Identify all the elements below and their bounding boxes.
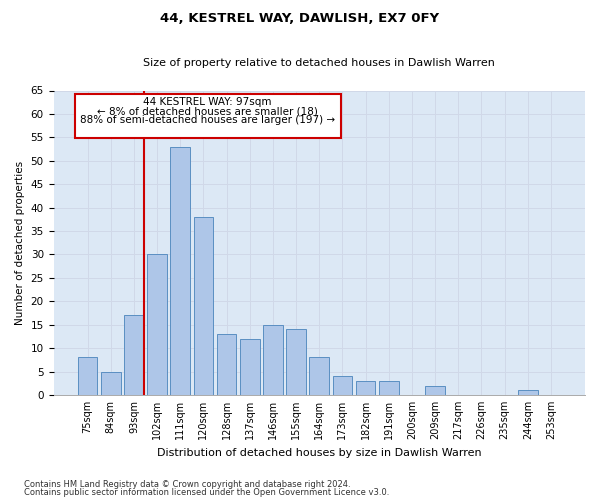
Bar bbox=[217, 334, 236, 395]
Text: 44 KESTREL WAY: 97sqm: 44 KESTREL WAY: 97sqm bbox=[143, 97, 272, 107]
Bar bbox=[77, 358, 97, 395]
Bar bbox=[425, 386, 445, 395]
Y-axis label: Number of detached properties: Number of detached properties bbox=[15, 160, 25, 325]
Text: 88% of semi-detached houses are larger (197) →: 88% of semi-detached houses are larger (… bbox=[80, 116, 335, 126]
Text: Contains public sector information licensed under the Open Government Licence v3: Contains public sector information licen… bbox=[24, 488, 389, 497]
Bar bbox=[101, 372, 121, 395]
Bar bbox=[147, 254, 167, 395]
Bar bbox=[263, 324, 283, 395]
Text: ← 8% of detached houses are smaller (18): ← 8% of detached houses are smaller (18) bbox=[97, 106, 318, 117]
Bar bbox=[240, 338, 260, 395]
Bar bbox=[170, 146, 190, 395]
Bar bbox=[356, 381, 376, 395]
Text: 44, KESTREL WAY, DAWLISH, EX7 0FY: 44, KESTREL WAY, DAWLISH, EX7 0FY bbox=[160, 12, 440, 26]
Bar bbox=[518, 390, 538, 395]
Bar bbox=[332, 376, 352, 395]
Bar bbox=[124, 316, 144, 395]
Bar bbox=[194, 217, 213, 395]
Bar bbox=[286, 330, 306, 395]
Text: Contains HM Land Registry data © Crown copyright and database right 2024.: Contains HM Land Registry data © Crown c… bbox=[24, 480, 350, 489]
Bar bbox=[379, 381, 398, 395]
Bar bbox=[310, 358, 329, 395]
X-axis label: Distribution of detached houses by size in Dawlish Warren: Distribution of detached houses by size … bbox=[157, 448, 482, 458]
Title: Size of property relative to detached houses in Dawlish Warren: Size of property relative to detached ho… bbox=[143, 58, 495, 68]
FancyBboxPatch shape bbox=[75, 94, 341, 138]
